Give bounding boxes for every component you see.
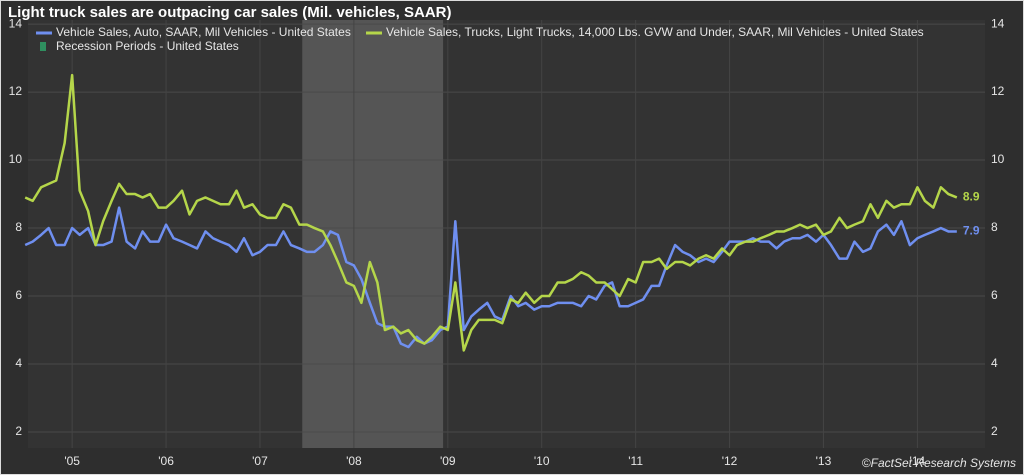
x-tick-label: '12 xyxy=(722,454,738,468)
y-tick-label: 12 xyxy=(9,84,23,98)
series-line xyxy=(24,73,958,352)
y2-tick-label: 2 xyxy=(991,424,998,438)
y2-tick-label: 4 xyxy=(991,356,998,370)
end-label: 7.9 xyxy=(963,224,980,238)
x-tick-label: '08 xyxy=(346,454,362,468)
x-tick-label: '07 xyxy=(252,454,268,468)
y-tick-label: 10 xyxy=(9,152,23,166)
y2-tick-label: 14 xyxy=(991,16,1005,30)
y2-tick-label: 8 xyxy=(991,220,998,234)
y2-tick-label: 10 xyxy=(991,152,1005,166)
legend-label: Vehicle Sales, Auto, SAAR, Mil Vehicles … xyxy=(56,25,351,39)
end-label: 8.9 xyxy=(963,190,980,204)
legend-label: Recession Periods - United States xyxy=(56,39,239,53)
y-tick-label: 14 xyxy=(9,16,23,30)
x-tick-label: '13 xyxy=(816,454,832,468)
y2-tick-label: 6 xyxy=(991,288,998,302)
x-tick-label: '11 xyxy=(628,454,643,468)
chart-title: Light truck sales are outpacing car sale… xyxy=(8,4,451,21)
y-tick-label: 6 xyxy=(15,288,22,302)
legend-swatch xyxy=(40,42,46,51)
x-tick-label: '06 xyxy=(158,454,174,468)
x-tick-label: '10 xyxy=(534,454,550,468)
x-tick-label: '14 xyxy=(910,454,926,468)
y-tick-label: 4 xyxy=(15,356,22,370)
legend-label: Vehicle Sales, Trucks, Light Trucks, 14,… xyxy=(386,25,924,39)
y-tick-label: 2 xyxy=(15,424,22,438)
series-line xyxy=(24,206,957,349)
credit: ©FactSet Research Systems xyxy=(862,456,1016,470)
y-tick-label: 8 xyxy=(15,220,22,234)
x-tick-label: '09 xyxy=(440,454,456,468)
x-tick-label: '05 xyxy=(64,454,80,468)
y2-tick-label: 12 xyxy=(991,84,1005,98)
